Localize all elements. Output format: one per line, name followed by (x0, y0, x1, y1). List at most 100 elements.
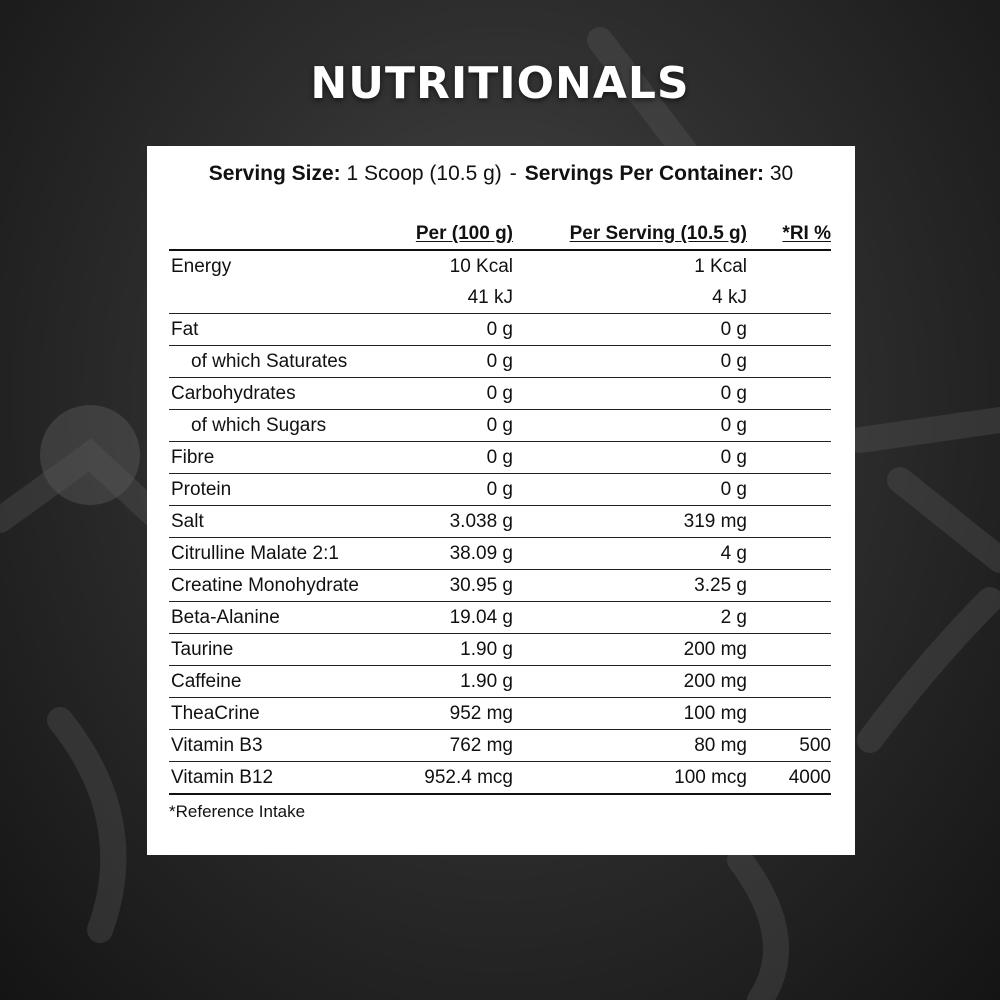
nutrient-name (169, 282, 383, 314)
per-serving-value: 100 mcg (513, 761, 747, 795)
header-ri-percent: *RI % (747, 218, 831, 251)
table-row: Vitamin B12 952.4 mcg 100 mcg 4000 (169, 761, 831, 795)
nutrient-name: of which Sugars (169, 409, 383, 442)
per-100g-value: 762 mg (383, 729, 513, 762)
nutrient-name: TheaCrine (169, 697, 383, 730)
per-serving-value: 3.25 g (513, 569, 747, 602)
per-100g-value: 19.04 g (383, 601, 513, 634)
per-100g-value: 952.4 mcg (383, 761, 513, 795)
nutrient-name: Taurine (169, 633, 383, 666)
per-serving-value: 0 g (513, 409, 747, 442)
servings-per-container-value: 30 (769, 162, 794, 185)
ri-value (747, 633, 831, 666)
per-serving-value: 0 g (513, 313, 747, 346)
ri-value (747, 409, 831, 442)
ri-value (747, 377, 831, 410)
ri-value (747, 473, 831, 506)
footnote: *Reference Intake (169, 802, 306, 821)
ri-value (747, 697, 831, 730)
nutrient-name: Vitamin B3 (169, 729, 383, 762)
servings-per-container-label: Servings Per Container: (524, 162, 765, 185)
ri-value: 500 (747, 729, 831, 762)
ri-value (747, 665, 831, 698)
per-serving-value: 100 mg (513, 697, 747, 730)
table-row: Taurine 1.90 g 200 mg (169, 633, 831, 666)
nutrient-name: Caffeine (169, 665, 383, 698)
nutrient-name: Energy (171, 256, 232, 277)
per-serving-value: 200 mg (513, 633, 747, 666)
table-row-energy-kj: 41 kJ 4 kJ (169, 282, 831, 314)
ri-value (747, 441, 831, 474)
nutrient-name: Protein (169, 473, 383, 506)
per-100g-value: 1.90 g (383, 665, 513, 698)
ri-value (747, 537, 831, 570)
header-per-serving: Per Serving (10.5 g) (513, 218, 747, 251)
per-100g-value: 41 kJ (383, 282, 513, 314)
ri-value (747, 282, 831, 314)
serving-separator: - (509, 162, 517, 185)
ri-value (747, 345, 831, 378)
per-100g-value: 38.09 g (383, 537, 513, 570)
per-serving-value: 1 Kcal (694, 256, 747, 277)
per-100g-value: 0 g (383, 441, 513, 474)
per-100g-value: 3.038 g (383, 505, 513, 538)
table-row: Caffeine 1.90 g 200 mg (169, 665, 831, 698)
per-serving-value: 319 mg (513, 505, 747, 538)
per-100g-value: 0 g (383, 377, 513, 410)
table-row: Salt 3.038 g 319 mg (169, 505, 831, 538)
per-serving-value: 0 g (513, 377, 747, 410)
table-row: Creatine Monohydrate 30.95 g 3.25 g (169, 569, 831, 602)
nutrient-name: of which Saturates (169, 345, 383, 378)
per-100g-value: 0 g (383, 473, 513, 506)
serving-size-label: Serving Size: (208, 162, 341, 185)
per-serving-value: 0 g (513, 441, 747, 474)
nutrient-name: Carbohydrates (169, 377, 383, 410)
nutrition-table: Per (100 g) Per Serving (10.5 g) *RI % E… (169, 218, 831, 795)
per-serving-value: 4 kJ (513, 282, 747, 314)
nutrient-name: Vitamin B12 (169, 761, 383, 795)
per-serving-value: 4 g (513, 537, 747, 570)
table-row: Vitamin B3 762 mg 80 mg 500 (169, 729, 831, 762)
ri-value (747, 250, 831, 282)
serving-size-value: 1 Scoop (10.5 g) (346, 162, 502, 185)
header-nutrient (169, 218, 383, 251)
nutrient-name: Beta-Alanine (169, 601, 383, 634)
ri-value (747, 569, 831, 602)
per-serving-value: 0 g (513, 345, 747, 378)
table-header-row: Per (100 g) Per Serving (10.5 g) *RI % (169, 218, 831, 251)
table-row-energy-kcal: Energy 10 Kcal 1 Kcal (169, 250, 831, 282)
per-serving-value: 80 mg (513, 729, 747, 762)
nutrition-panel: Serving Size: 1 Scoop (10.5 g) - Servings … (147, 146, 855, 855)
serving-info: Serving Size: 1 Scoop (10.5 g) - Servings … (147, 160, 855, 188)
per-100g-value: 10 Kcal (449, 256, 513, 277)
nutrient-name: Creatine Monohydrate (169, 569, 383, 602)
per-100g-value: 0 g (383, 345, 513, 378)
per-100g-value: 1.90 g (383, 633, 513, 666)
ri-value (747, 505, 831, 538)
nutrient-name: Fibre (169, 441, 383, 474)
per-100g-value: 0 g (383, 313, 513, 346)
ri-value (747, 601, 831, 634)
nutrient-name: Citrulline Malate 2:1 (169, 537, 383, 570)
per-serving-value: 2 g (513, 601, 747, 634)
per-100g-value: 30.95 g (383, 569, 513, 602)
per-100g-value: 0 g (383, 409, 513, 442)
per-serving-value: 200 mg (513, 665, 747, 698)
ri-value (747, 313, 831, 346)
ri-value: 4000 (747, 761, 831, 795)
per-100g-value: 952 mg (383, 697, 513, 730)
header-per-100g: Per (100 g) (383, 218, 513, 251)
page-title: NUTRITIONALS (310, 58, 690, 109)
per-serving-value: 0 g (513, 473, 747, 506)
nutrient-name: Salt (169, 505, 383, 538)
table-row: TheaCrine 952 mg 100 mg (169, 697, 831, 730)
